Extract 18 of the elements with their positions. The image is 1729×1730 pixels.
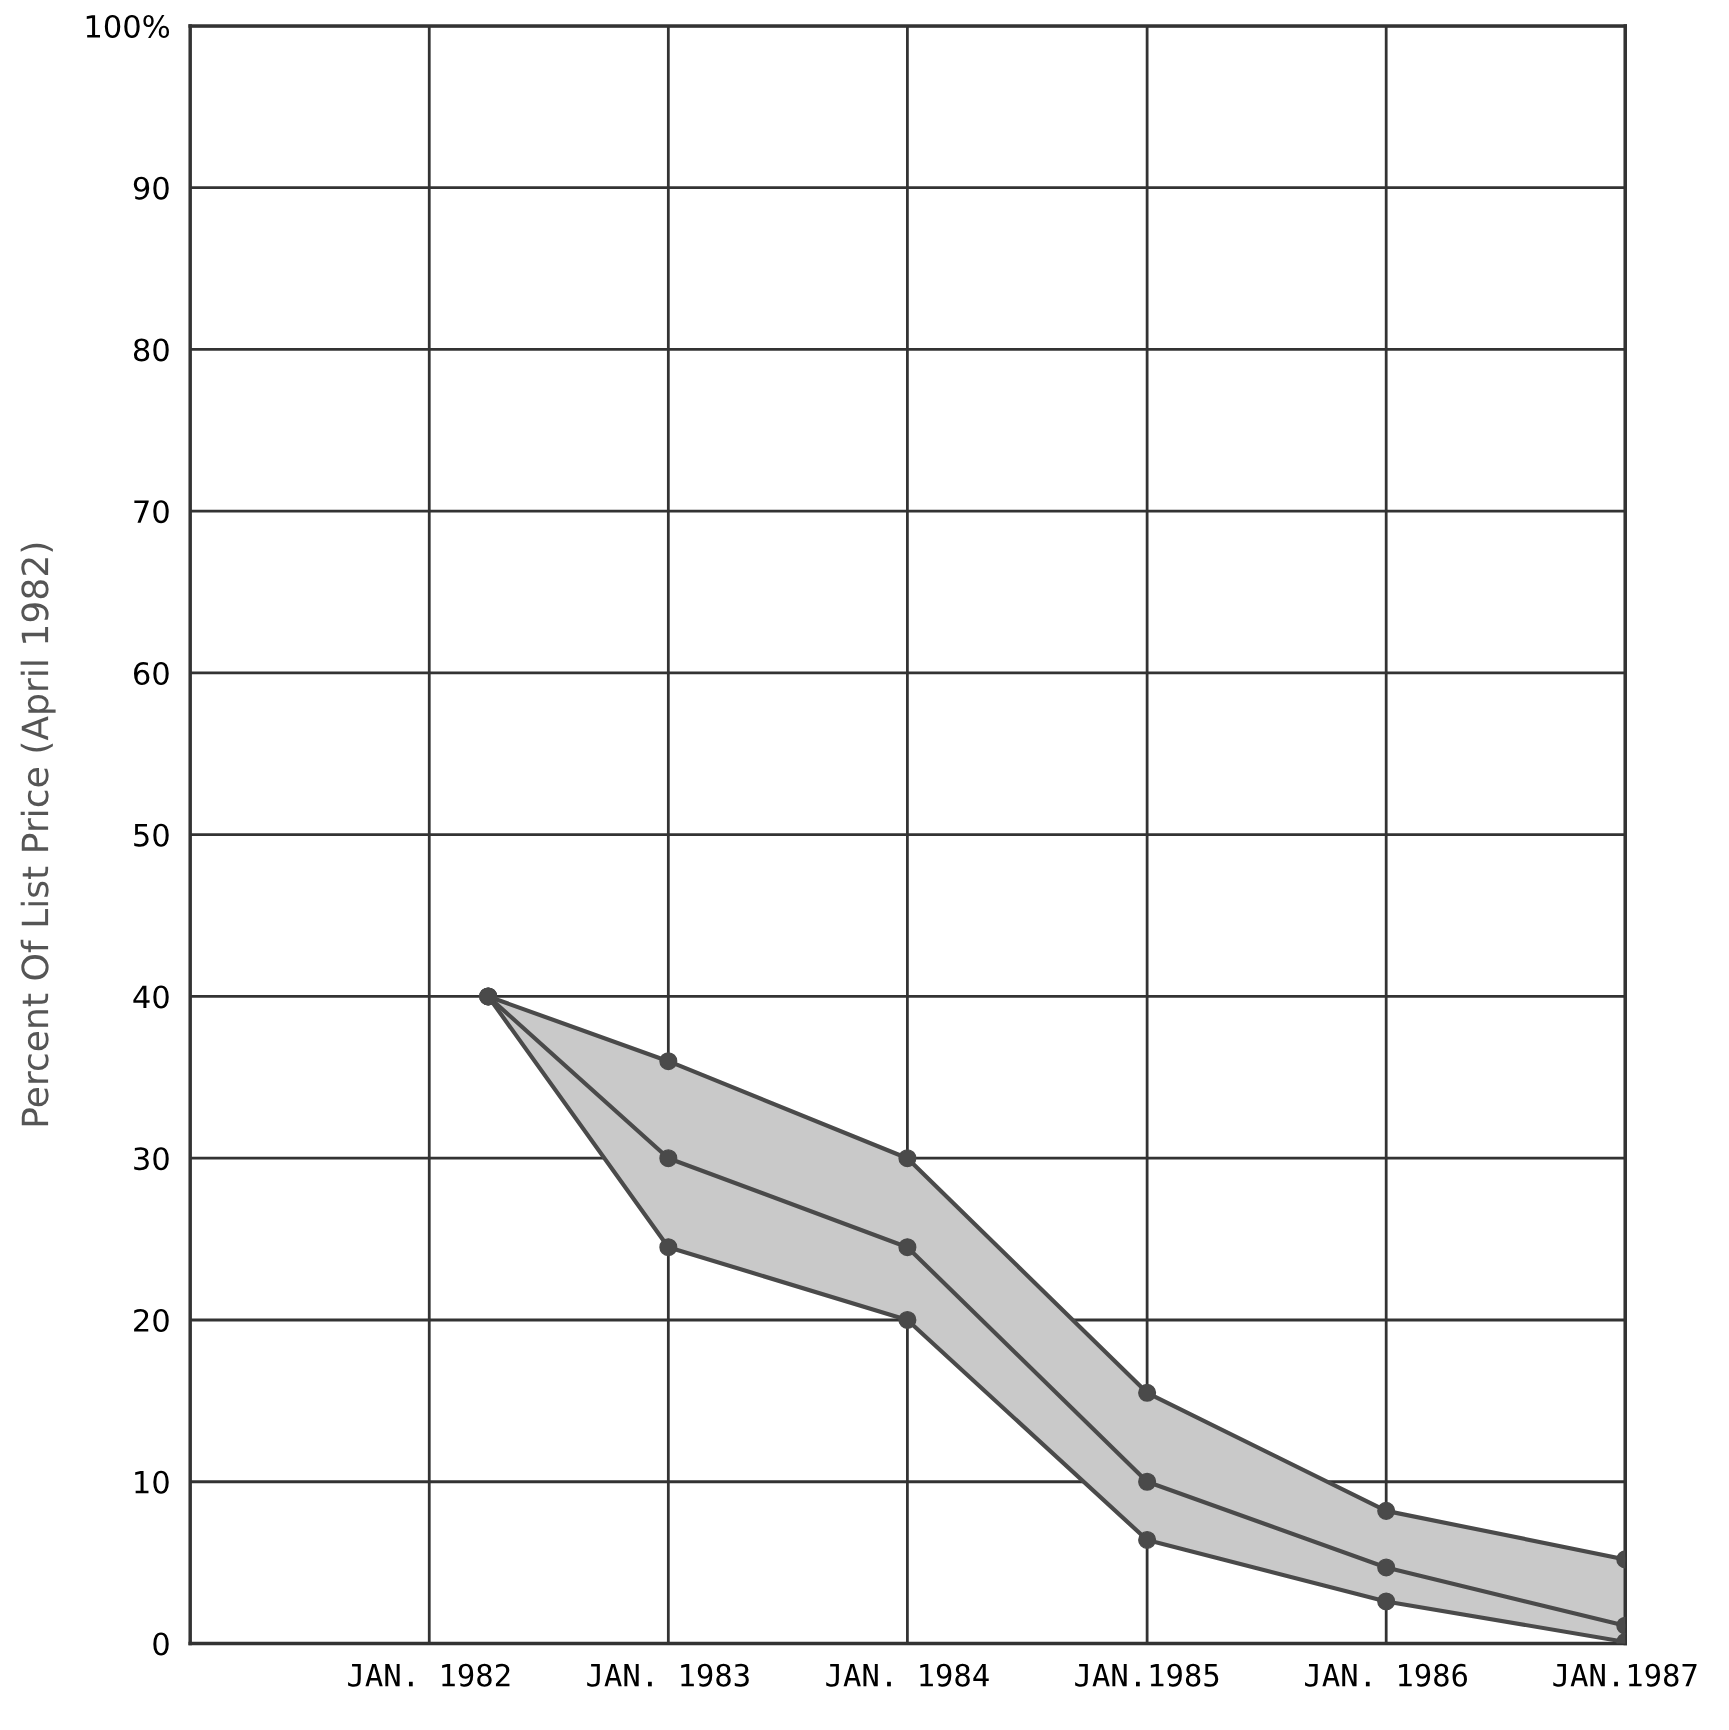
y-tick-label: 100% (86, 14, 170, 38)
y-tick-label: 80 (133, 338, 169, 362)
y-tick-label: 0 (153, 1632, 169, 1656)
y-axis-title: Percent Of List Price (April 1982) (20, 543, 56, 1126)
x-tick-label: JAN. 1983 (587, 1663, 749, 1687)
y-tick-label: 20 (134, 1308, 169, 1333)
y-tick-label: 30 (134, 1147, 169, 1171)
x-tick-label: JAN. 1986 (1305, 1663, 1467, 1687)
x-tick-label: JAN. 1984 (826, 1663, 989, 1687)
x-tick-label: JAN. 1982 (348, 1663, 510, 1687)
y-tick-label: 70 (134, 500, 169, 524)
y-tick-label: 50 (134, 823, 169, 847)
y-tick-label: 40 (133, 985, 169, 1009)
y-tick-label: 60 (134, 661, 169, 686)
y-tick-label: 90 (133, 176, 169, 200)
y-tick-label: 10 (135, 1470, 169, 1494)
x-tick-label: JAN.1987 (1553, 1663, 1697, 1687)
x-tick-label: JAN.1985 (1075, 1663, 1219, 1687)
